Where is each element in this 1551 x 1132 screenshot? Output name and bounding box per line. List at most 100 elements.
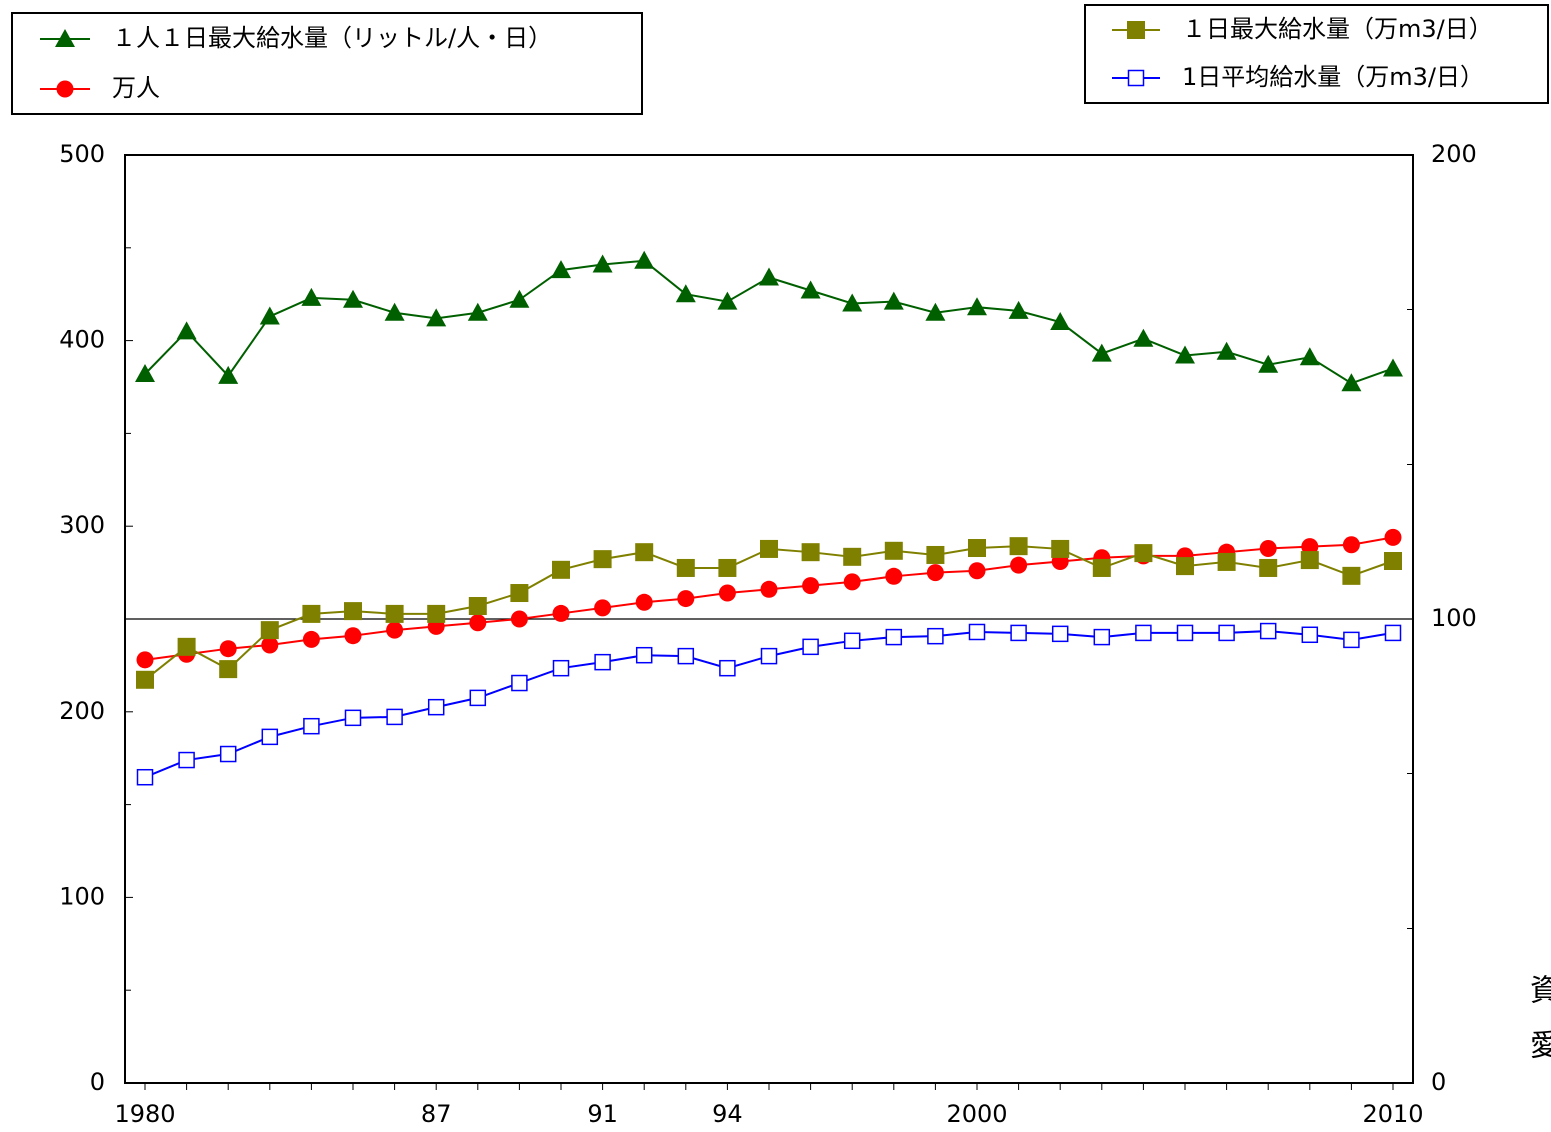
data-point (1010, 556, 1028, 574)
data-point (1134, 544, 1153, 563)
x-tick-label: 87 (421, 1100, 452, 1128)
data-point (261, 636, 279, 654)
legend-label: 1日平均給水量（万m3/日） (1182, 63, 1484, 91)
data-point (885, 628, 903, 646)
y-tick-label: 200 (59, 697, 105, 725)
y-tick-label: 400 (59, 326, 105, 354)
data-point (343, 289, 363, 308)
data-point (927, 627, 944, 645)
data-point (386, 621, 404, 639)
data-point (1050, 312, 1071, 331)
data-point (884, 541, 903, 560)
data-point (1008, 300, 1029, 319)
data-point (176, 321, 197, 340)
data-point (760, 647, 778, 665)
data-point (760, 539, 778, 558)
data-point (800, 280, 821, 299)
data-point (1093, 628, 1111, 646)
x-tick-label: 94 (712, 1100, 743, 1128)
data-point (635, 543, 654, 562)
data-point (218, 365, 239, 384)
data-point (260, 621, 279, 640)
data-point (759, 267, 779, 286)
data-point (968, 562, 986, 580)
data-point (802, 577, 820, 595)
data-point (511, 674, 528, 692)
data-point (676, 558, 695, 577)
data-point (1217, 552, 1236, 571)
data-point (1384, 624, 1402, 642)
data-point (1341, 373, 1362, 392)
legend-marker (1127, 21, 1145, 39)
data-point (510, 610, 528, 628)
data-point (1259, 539, 1277, 557)
data-point (509, 289, 530, 308)
data-point (968, 539, 986, 558)
data-point (177, 637, 196, 656)
data-point (1051, 539, 1070, 558)
data-point (219, 660, 238, 679)
data-point (510, 584, 529, 603)
x-tick-label: 2000 (946, 1100, 1007, 1128)
legend-label: １日最大給水量（万m3/日） (1182, 15, 1493, 43)
y2-tick-label: 200 (1431, 140, 1477, 168)
data-point (1091, 343, 1112, 362)
data-point (178, 751, 195, 769)
data-point (593, 550, 612, 569)
data-point (552, 604, 570, 622)
data-point (717, 291, 738, 310)
data-point (1301, 538, 1319, 556)
data-point (926, 545, 945, 564)
x-tick-label: 91 (587, 1100, 618, 1128)
data-point (1259, 622, 1277, 640)
data-point (1301, 626, 1319, 644)
data-point (1343, 631, 1360, 649)
data-point (1051, 625, 1069, 643)
data-point (261, 728, 279, 746)
data-point (1176, 557, 1194, 576)
data-point (1299, 347, 1320, 366)
data-point (302, 604, 321, 623)
y2-tick-label: 100 (1431, 604, 1477, 632)
data-point (551, 260, 571, 279)
data-point (843, 573, 861, 591)
data-point (1342, 566, 1361, 585)
data-point (219, 640, 237, 658)
data-point (552, 659, 570, 677)
data-point (718, 558, 737, 577)
data-point (468, 597, 487, 616)
y-tick-label: 100 (59, 882, 105, 910)
data-point (718, 584, 736, 602)
data-point (885, 567, 903, 585)
data-point (1383, 358, 1403, 377)
data-point (1176, 624, 1194, 642)
data-point (1300, 551, 1319, 570)
data-point (1092, 558, 1111, 577)
x-tick-label: 1980 (114, 1100, 175, 1128)
data-point (1384, 552, 1402, 570)
y-tick-label: 300 (59, 511, 105, 539)
data-point (967, 297, 987, 316)
data-point (303, 717, 320, 735)
legend-marker (56, 80, 74, 98)
data-point (968, 623, 986, 641)
data-point (1175, 345, 1195, 364)
data-point (635, 593, 653, 611)
data-point (259, 306, 280, 325)
legend-label: 万人 (112, 74, 160, 102)
data-point (1258, 354, 1279, 373)
data-point (592, 254, 613, 273)
data-point (1010, 624, 1027, 642)
data-point (635, 646, 653, 664)
data-point (842, 293, 863, 312)
data-point (301, 287, 322, 306)
legend-box (11, 12, 643, 115)
data-point (136, 768, 154, 786)
data-point (883, 291, 904, 310)
data-point (925, 302, 946, 321)
data-point (426, 308, 447, 327)
data-point (552, 560, 570, 579)
data-point (386, 708, 403, 726)
data-point (719, 659, 736, 677)
data-point (926, 564, 944, 582)
